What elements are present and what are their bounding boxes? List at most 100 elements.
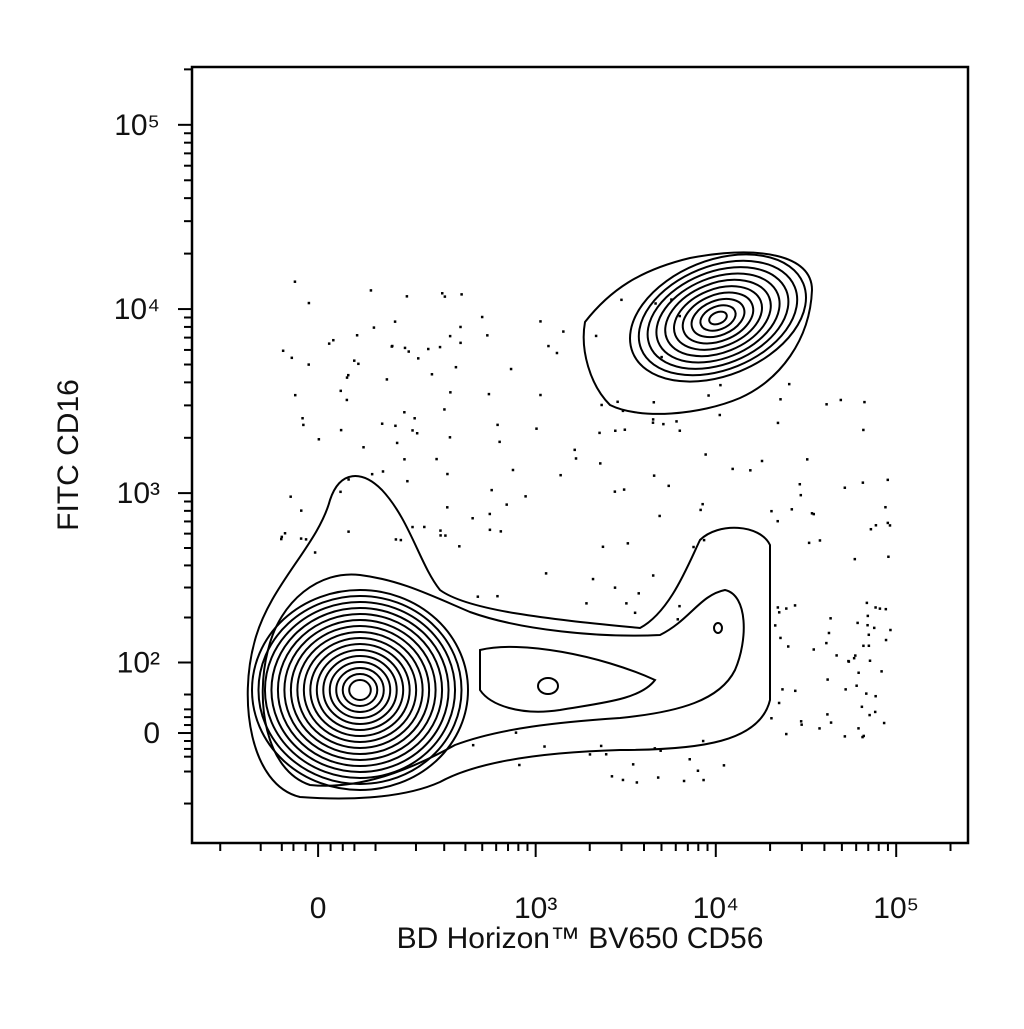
y-axis-title: FITC CD16 bbox=[52, 379, 85, 531]
event bbox=[313, 551, 317, 554]
event bbox=[347, 530, 350, 533]
event bbox=[339, 428, 343, 432]
event bbox=[601, 545, 605, 549]
event bbox=[865, 692, 868, 695]
event bbox=[381, 470, 385, 473]
event bbox=[283, 532, 287, 535]
event bbox=[773, 624, 777, 627]
event bbox=[884, 607, 888, 611]
event bbox=[281, 349, 285, 353]
event bbox=[573, 448, 576, 452]
event bbox=[430, 373, 434, 376]
y-tick-label: 10² bbox=[117, 646, 160, 679]
contour bbox=[246, 475, 771, 800]
event bbox=[539, 320, 542, 323]
event bbox=[678, 314, 682, 318]
event bbox=[539, 393, 542, 397]
event bbox=[781, 688, 784, 691]
event bbox=[854, 654, 857, 657]
event bbox=[362, 446, 365, 449]
event bbox=[667, 484, 670, 488]
event bbox=[574, 457, 578, 460]
event bbox=[862, 644, 865, 648]
event bbox=[299, 509, 303, 512]
event bbox=[621, 409, 625, 413]
event bbox=[777, 611, 781, 614]
event bbox=[544, 572, 548, 575]
event bbox=[812, 512, 816, 516]
event bbox=[860, 705, 864, 709]
event bbox=[857, 671, 860, 675]
event bbox=[304, 538, 308, 541]
event bbox=[524, 495, 527, 498]
contour bbox=[270, 607, 450, 773]
event bbox=[688, 758, 691, 761]
x-axis-title: BD Horizon™ BV650 CD56 bbox=[397, 922, 764, 955]
event bbox=[391, 344, 394, 348]
event bbox=[490, 488, 493, 492]
x-tick-label: 0 bbox=[310, 892, 327, 925]
event bbox=[865, 601, 869, 605]
y-tick-label: 10⁵ bbox=[114, 109, 160, 142]
event bbox=[471, 743, 475, 747]
contour bbox=[257, 595, 463, 785]
event bbox=[444, 534, 447, 537]
event bbox=[861, 735, 864, 739]
event bbox=[826, 713, 829, 716]
event bbox=[785, 607, 788, 610]
contour bbox=[713, 622, 723, 634]
event bbox=[651, 418, 655, 421]
event bbox=[505, 503, 508, 506]
event bbox=[654, 302, 657, 305]
event bbox=[701, 502, 704, 506]
event bbox=[853, 557, 857, 561]
event bbox=[559, 473, 562, 477]
event bbox=[843, 735, 847, 738]
event bbox=[355, 334, 359, 337]
event bbox=[861, 481, 865, 484]
event bbox=[535, 427, 538, 430]
contour bbox=[681, 291, 755, 345]
contour bbox=[646, 266, 790, 370]
event bbox=[405, 295, 409, 298]
event bbox=[406, 479, 409, 483]
event bbox=[339, 490, 342, 494]
event bbox=[480, 315, 484, 319]
event bbox=[394, 538, 398, 541]
event bbox=[872, 626, 876, 630]
event bbox=[443, 408, 446, 411]
event bbox=[868, 659, 872, 662]
event bbox=[829, 721, 833, 724]
event bbox=[874, 606, 877, 609]
event bbox=[347, 373, 350, 377]
event bbox=[776, 606, 780, 609]
event bbox=[417, 357, 420, 360]
event bbox=[594, 334, 598, 338]
event bbox=[317, 438, 321, 441]
event bbox=[610, 775, 614, 778]
event bbox=[488, 512, 492, 516]
event bbox=[835, 654, 838, 657]
contour bbox=[479, 645, 657, 713]
event bbox=[435, 457, 438, 461]
event bbox=[393, 320, 397, 323]
event bbox=[793, 604, 797, 607]
event bbox=[380, 422, 384, 425]
contour bbox=[655, 272, 781, 364]
contour bbox=[348, 679, 372, 701]
contour bbox=[690, 297, 746, 339]
contour bbox=[335, 667, 385, 713]
event bbox=[460, 293, 463, 296]
event bbox=[794, 689, 797, 693]
event bbox=[562, 330, 565, 333]
event bbox=[785, 732, 788, 736]
event bbox=[776, 421, 780, 425]
event bbox=[613, 490, 617, 493]
event bbox=[659, 749, 662, 752]
event bbox=[302, 423, 305, 427]
event bbox=[810, 512, 814, 515]
event bbox=[749, 469, 752, 472]
event bbox=[731, 467, 734, 471]
event bbox=[682, 779, 686, 783]
contour bbox=[582, 251, 814, 415]
